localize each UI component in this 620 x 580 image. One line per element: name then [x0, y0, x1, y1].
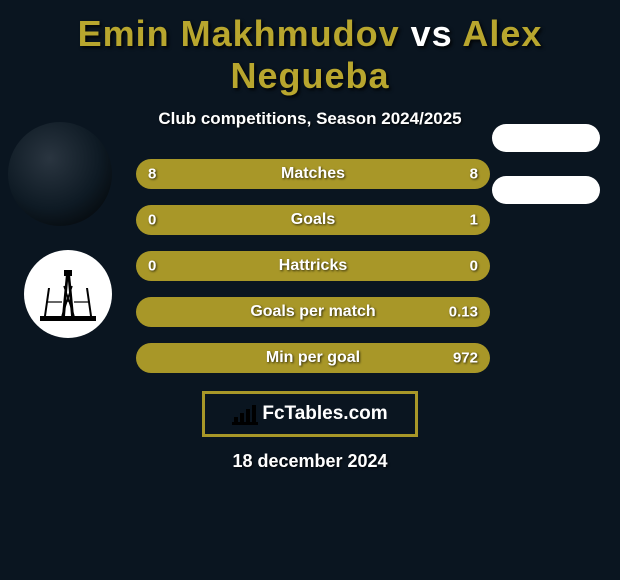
stat-value-right: 8	[470, 166, 478, 183]
page-title: Emin Makhmudov vs Alex Negueba	[0, 13, 620, 97]
stat-label: Goals	[291, 211, 335, 229]
stat-label: Hattricks	[279, 257, 347, 275]
stat-value-right: 0.13	[449, 304, 478, 321]
avatars	[8, 122, 112, 362]
stat-row: Min per goal 972	[136, 343, 490, 373]
stat-row: Goals 0 1	[136, 205, 490, 235]
stat-label: Matches	[281, 165, 345, 183]
oil-derrick-icon	[40, 266, 96, 322]
stat-row: Hattricks 0 0	[136, 251, 490, 281]
right-pills	[492, 124, 600, 228]
brand-box[interactable]: FcTables.com	[202, 391, 418, 437]
stat-value-right: 0	[470, 258, 478, 275]
stat-value-left: 0	[148, 258, 156, 275]
player1-name: Emin Makhmudov	[78, 13, 400, 54]
stat-value-right: 972	[453, 350, 478, 367]
player1-avatar	[8, 122, 112, 226]
stat-value-right: 1	[470, 212, 478, 229]
stat-label: Min per goal	[266, 349, 360, 367]
stat-label: Goals per match	[250, 303, 375, 321]
chart-icon	[232, 403, 258, 425]
stat-value-left: 8	[148, 166, 156, 183]
stat-value-left: 0	[148, 212, 156, 229]
date-text: 18 december 2024	[0, 451, 620, 472]
pill-2	[492, 176, 600, 204]
stat-row: Goals per match 0.13	[136, 297, 490, 327]
stat-row: Matches 8 8	[136, 159, 490, 189]
vs-text: vs	[411, 13, 453, 54]
brand-text: FcTables.com	[262, 403, 387, 425]
club-logo	[24, 250, 112, 338]
stats-list: Matches 8 8 Goals 0 1 Hattricks 0 0 Goals per mat…	[136, 159, 490, 373]
pill-1	[492, 124, 600, 152]
